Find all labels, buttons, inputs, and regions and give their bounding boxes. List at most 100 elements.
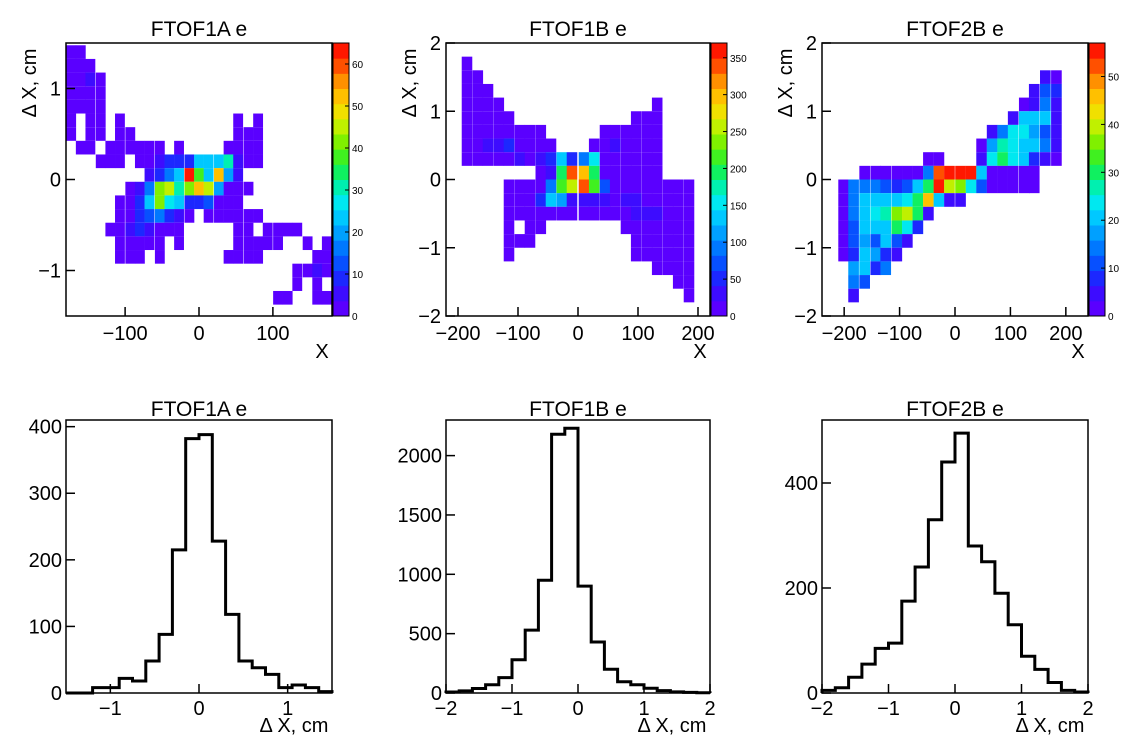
color-scale-segment xyxy=(333,103,349,120)
x-tick-label: 0 xyxy=(193,698,204,720)
heatmap-cell xyxy=(1028,179,1040,194)
heatmap-cell xyxy=(524,152,536,166)
heatmap-cell xyxy=(923,165,934,180)
y-tick-label: 0 xyxy=(807,683,818,705)
x-tick-label: −100 xyxy=(103,323,148,345)
heatmap-cell xyxy=(253,236,264,251)
heatmap-cell xyxy=(651,165,663,180)
heatmap-cell xyxy=(253,127,264,141)
heatmap-cell xyxy=(859,247,870,262)
histogram-series xyxy=(820,431,1090,694)
heatmap-cell xyxy=(144,140,155,155)
heatmap-cell xyxy=(154,195,165,210)
heatmap-cell xyxy=(651,234,663,248)
y-tick-label: 300 xyxy=(29,483,62,505)
heatmap-cell xyxy=(609,206,621,221)
x-tick-label: −100 xyxy=(495,323,540,345)
heatmap-cell xyxy=(641,193,653,207)
heatmap-cell xyxy=(545,179,557,194)
heatmap-cell xyxy=(154,140,165,155)
heatmap-cell xyxy=(1018,179,1030,194)
heatmap-cell xyxy=(503,124,515,139)
heatmap-cell xyxy=(870,179,882,194)
heatmap-cell xyxy=(461,124,473,139)
y-axis-label: Δ X, cm xyxy=(775,49,797,118)
heatmap-cell xyxy=(125,140,136,155)
heatmap-cell xyxy=(233,236,244,251)
heatmap-cell xyxy=(174,236,184,251)
heatmap-cell xyxy=(891,179,903,194)
x-tick-label: 0 xyxy=(949,323,960,345)
heatmap-cell xyxy=(880,234,892,248)
y-tick-label: 2 xyxy=(806,33,817,55)
heatmap-cell xyxy=(154,168,165,182)
heatmap-cell xyxy=(683,261,695,276)
color-scale-segment xyxy=(333,134,349,150)
heatmap-cell xyxy=(662,234,674,248)
x-tick-label: −1 xyxy=(501,698,524,720)
heatmap-cell xyxy=(194,181,204,196)
heatmap-cell xyxy=(859,261,870,276)
heatmap-cell xyxy=(482,97,494,112)
heatmap-cell xyxy=(1051,83,1062,98)
color-scale-segment xyxy=(711,255,727,271)
heatmap-cell xyxy=(75,58,86,73)
x-tick-label: −200 xyxy=(435,323,480,345)
heatmap-cell xyxy=(292,263,303,278)
heatmap-cell xyxy=(223,154,234,169)
heatmap-cell xyxy=(174,140,184,155)
heatmap-cell xyxy=(578,152,590,166)
heatmap-cell xyxy=(184,181,195,196)
heatmap-cell xyxy=(609,193,621,207)
heatmap-cell xyxy=(1051,70,1062,84)
x-axis-label: Δ X, cm xyxy=(260,715,329,737)
heatmap-cell xyxy=(174,168,184,182)
heatmap-cell xyxy=(482,138,494,153)
heatmap-cell xyxy=(243,222,254,237)
y-tick-label: 0 xyxy=(430,170,441,192)
heatmap-cell xyxy=(66,58,77,73)
x-tick-label: −2 xyxy=(435,698,458,720)
y-tick-label: 1500 xyxy=(398,505,443,527)
heatmap-cell xyxy=(620,138,632,153)
heatmap-cell xyxy=(233,209,244,223)
heatmap-cell xyxy=(1028,97,1040,112)
heatmap-cell xyxy=(578,193,590,207)
y-tick-label: 2 xyxy=(430,33,441,55)
heatmap-cell xyxy=(566,165,578,180)
heatmap-cell xyxy=(115,140,125,155)
color-scale-segment xyxy=(1089,225,1105,241)
heatmap-cell xyxy=(578,165,590,180)
heatmap-cell xyxy=(243,209,254,223)
heatmap-cell xyxy=(902,165,913,180)
heatmap-cell xyxy=(599,124,611,139)
heatmap-cell xyxy=(630,220,642,235)
heatmap-cell xyxy=(85,72,96,87)
heatmap-cell xyxy=(944,193,955,207)
heatmap-cell xyxy=(472,83,484,98)
heatmap-cell xyxy=(683,234,695,248)
heatmap-cell xyxy=(870,247,882,262)
color-scale-segment xyxy=(333,255,349,271)
heatmap-cell xyxy=(630,111,642,125)
heatmap-cell xyxy=(1051,97,1062,112)
heatmap-cell xyxy=(125,127,136,141)
heatmap-cell xyxy=(75,99,86,114)
heatmap-cell xyxy=(243,154,254,169)
heatmap-cell xyxy=(253,209,264,223)
heatmap-cell xyxy=(859,220,870,235)
heatmap-cell xyxy=(223,181,234,196)
heatmap-cell xyxy=(233,222,244,237)
plot-title: FTOF1A e xyxy=(151,398,247,421)
color-scale-segment xyxy=(333,240,349,256)
x-tick-label: −1 xyxy=(877,698,900,720)
heatmap-cell xyxy=(599,193,611,207)
heatmap-cell xyxy=(1028,152,1040,166)
heatmap-cell xyxy=(651,220,663,235)
y-tick-label: 0 xyxy=(806,170,817,192)
heatmap-cell xyxy=(66,127,77,141)
x-tick-label: 0 xyxy=(572,698,583,720)
y-tick-label: −2 xyxy=(794,306,817,328)
heatmap-cell xyxy=(233,250,244,264)
heatmap-cell xyxy=(503,234,515,248)
